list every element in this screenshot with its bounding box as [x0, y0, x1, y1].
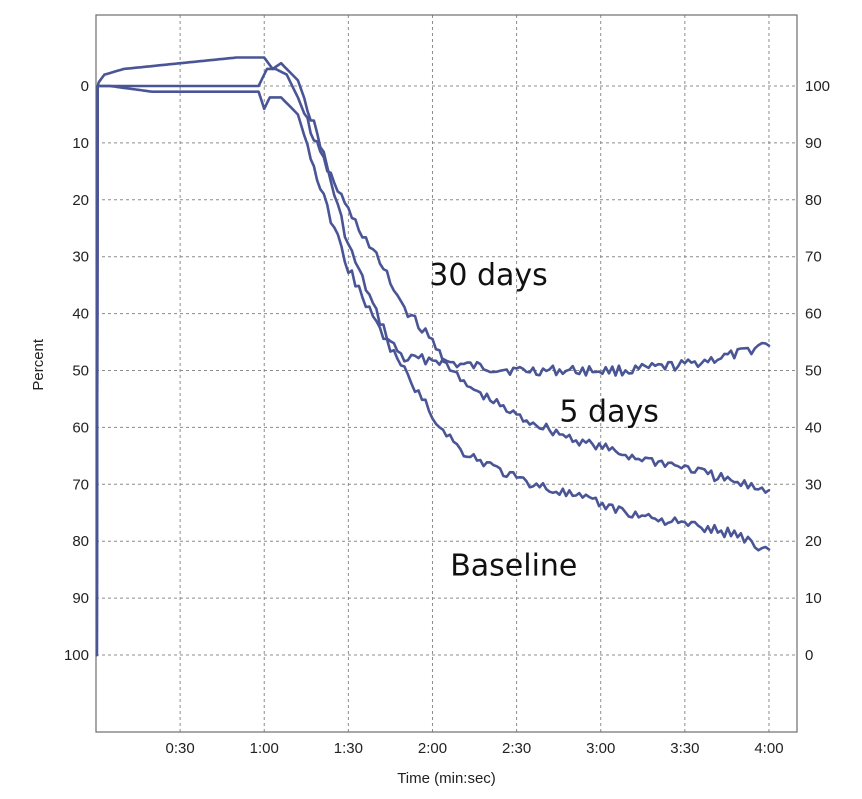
plot-frame	[95, 14, 798, 733]
x-tick-label: 3:00	[586, 740, 615, 757]
right-tick-label: 10	[805, 590, 822, 607]
left-tick-label: 60	[72, 419, 89, 436]
series-annotation: 5 days	[559, 395, 658, 430]
left-tick-label: 20	[72, 192, 89, 209]
series-annotation: 30 days	[429, 258, 548, 293]
series-line	[95, 84, 771, 657]
y-axis-title: Percent	[30, 338, 47, 391]
right-tick-label: 50	[805, 363, 822, 380]
left-tick-label: 30	[72, 249, 89, 266]
series-layer	[95, 56, 771, 657]
left-tick-label: 70	[72, 476, 89, 493]
x-axis: 0:30 1:00 1:30 2:00 2:30 3:00 3:30 4:00	[166, 740, 784, 757]
right-tick-label: 70	[805, 249, 822, 266]
right-tick-label: 100	[805, 78, 830, 95]
series-line	[95, 67, 771, 657]
right-tick-label: 0	[805, 647, 813, 664]
right-tick-label: 60	[805, 306, 822, 323]
x-tick-label: 1:00	[250, 740, 279, 757]
x-tick-label: 1:30	[334, 740, 363, 757]
x-tick-label: 4:00	[754, 740, 783, 757]
left-axis: 0 10 20 30 40 50 60 70 80 90 100	[64, 78, 89, 664]
left-tick-label: 40	[72, 306, 89, 323]
annotations: 30 days 5 days Baseline	[429, 258, 659, 583]
right-tick-label: 40	[805, 419, 822, 436]
right-tick-label: 20	[805, 533, 822, 550]
grid	[96, 15, 797, 732]
left-tick-label: 90	[72, 590, 89, 607]
x-tick-label: 2:30	[502, 740, 531, 757]
left-tick-label: 80	[72, 533, 89, 550]
left-tick-label: 100	[64, 647, 89, 664]
series-annotation: Baseline	[450, 548, 577, 583]
left-tick-label: 50	[72, 363, 89, 380]
x-tick-label: 2:00	[418, 740, 447, 757]
right-tick-label: 80	[805, 192, 822, 209]
right-tick-label: 90	[805, 135, 822, 152]
x-tick-label: 0:30	[166, 740, 195, 757]
x-tick-label: 3:30	[670, 740, 699, 757]
right-tick-label: 30	[805, 476, 822, 493]
left-tick-label: 0	[81, 78, 89, 95]
left-tick-label: 10	[72, 135, 89, 152]
series-line	[95, 56, 771, 657]
x-axis-title: Time (min:sec)	[397, 770, 496, 787]
